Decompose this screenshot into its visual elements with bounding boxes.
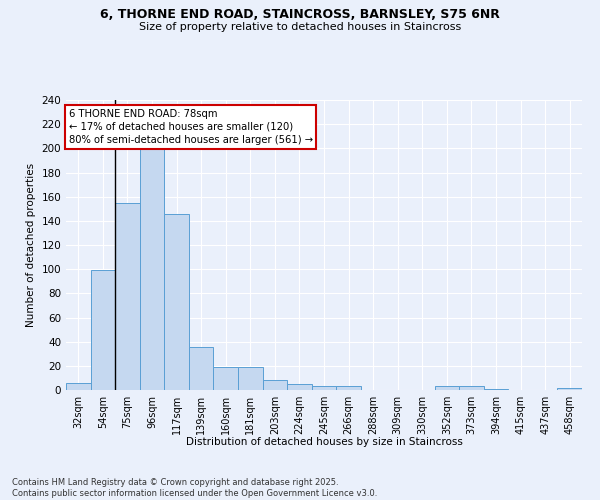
Bar bbox=[312, 386, 336, 390]
Text: Contains HM Land Registry data © Crown copyright and database right 2025.
Contai: Contains HM Land Registry data © Crown c… bbox=[12, 478, 377, 498]
Bar bbox=[238, 367, 263, 390]
Bar bbox=[140, 142, 164, 390]
Bar bbox=[434, 386, 459, 390]
Bar bbox=[263, 380, 287, 390]
Bar bbox=[336, 386, 361, 390]
Bar bbox=[459, 386, 484, 390]
Bar bbox=[91, 270, 115, 390]
Text: 6, THORNE END ROAD, STAINCROSS, BARNSLEY, S75 6NR: 6, THORNE END ROAD, STAINCROSS, BARNSLEY… bbox=[100, 8, 500, 20]
Bar bbox=[66, 383, 91, 390]
Bar bbox=[484, 389, 508, 390]
Bar bbox=[214, 367, 238, 390]
Bar bbox=[557, 388, 582, 390]
Bar bbox=[115, 202, 140, 390]
Bar bbox=[189, 346, 214, 390]
Text: 6 THORNE END ROAD: 78sqm
← 17% of detached houses are smaller (120)
80% of semi-: 6 THORNE END ROAD: 78sqm ← 17% of detach… bbox=[68, 108, 313, 145]
Bar bbox=[287, 384, 312, 390]
Text: Size of property relative to detached houses in Staincross: Size of property relative to detached ho… bbox=[139, 22, 461, 32]
X-axis label: Distribution of detached houses by size in Staincross: Distribution of detached houses by size … bbox=[185, 437, 463, 447]
Bar bbox=[164, 214, 189, 390]
Y-axis label: Number of detached properties: Number of detached properties bbox=[26, 163, 36, 327]
